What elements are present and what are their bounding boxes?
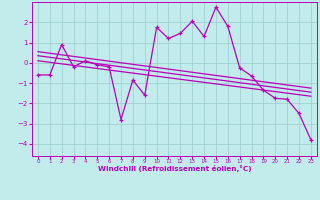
X-axis label: Windchill (Refroidissement éolien,°C): Windchill (Refroidissement éolien,°C) <box>98 165 251 172</box>
